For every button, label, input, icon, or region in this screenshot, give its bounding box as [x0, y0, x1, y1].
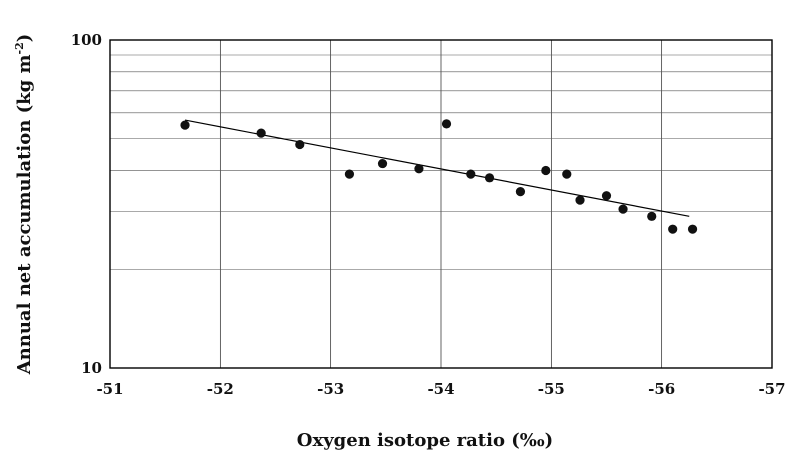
x-axis-title: Oxygen isotope ratio (‰): [297, 430, 553, 451]
data-point: [484, 173, 495, 183]
plot-frame: [109, 39, 773, 369]
x-tick-label: -52: [207, 380, 234, 398]
data-point: [687, 224, 698, 234]
data-point: [414, 164, 424, 174]
data-point: [441, 119, 452, 129]
data-point: [562, 169, 572, 179]
data-point: [515, 186, 526, 197]
y-axis-title-close: ): [14, 34, 35, 43]
scatter-points: [180, 119, 698, 234]
data-point: [295, 139, 305, 150]
x-tick-label: -56: [648, 380, 675, 398]
data-point: [601, 191, 612, 201]
data-point: [618, 204, 628, 214]
data-point: [647, 211, 657, 221]
trendline: [184, 119, 690, 217]
data-point: [344, 169, 355, 179]
x-tick-label: -51: [96, 380, 123, 398]
data-point: [377, 158, 388, 169]
x-tick-label: -53: [317, 380, 344, 398]
x-tick-label: -57: [758, 380, 785, 398]
data-point: [575, 195, 585, 205]
y-tick-label: 100: [71, 31, 102, 49]
data-point: [180, 120, 190, 130]
data-point: [541, 165, 551, 176]
y-axis-title: Annual net accumulation (kg m-2): [13, 34, 35, 376]
chart-grid: [109, 40, 773, 368]
y-tick-labels: 10 100: [71, 31, 102, 377]
x-tick-labels: -51 -52 -53 -54 -55 -56 -57: [96, 380, 785, 398]
trendline-layer: [184, 119, 690, 217]
x-tick-label: -55: [538, 380, 565, 398]
y-tick-label: 10: [81, 359, 102, 377]
data-point: [466, 169, 476, 179]
y-axis-title-main: Annual net accumulation (kg m: [14, 54, 35, 375]
data-point: [668, 224, 678, 234]
y-axis-title-superscript: -2: [13, 42, 26, 54]
data-point: [256, 128, 266, 138]
x-tick-label: -54: [427, 380, 454, 398]
